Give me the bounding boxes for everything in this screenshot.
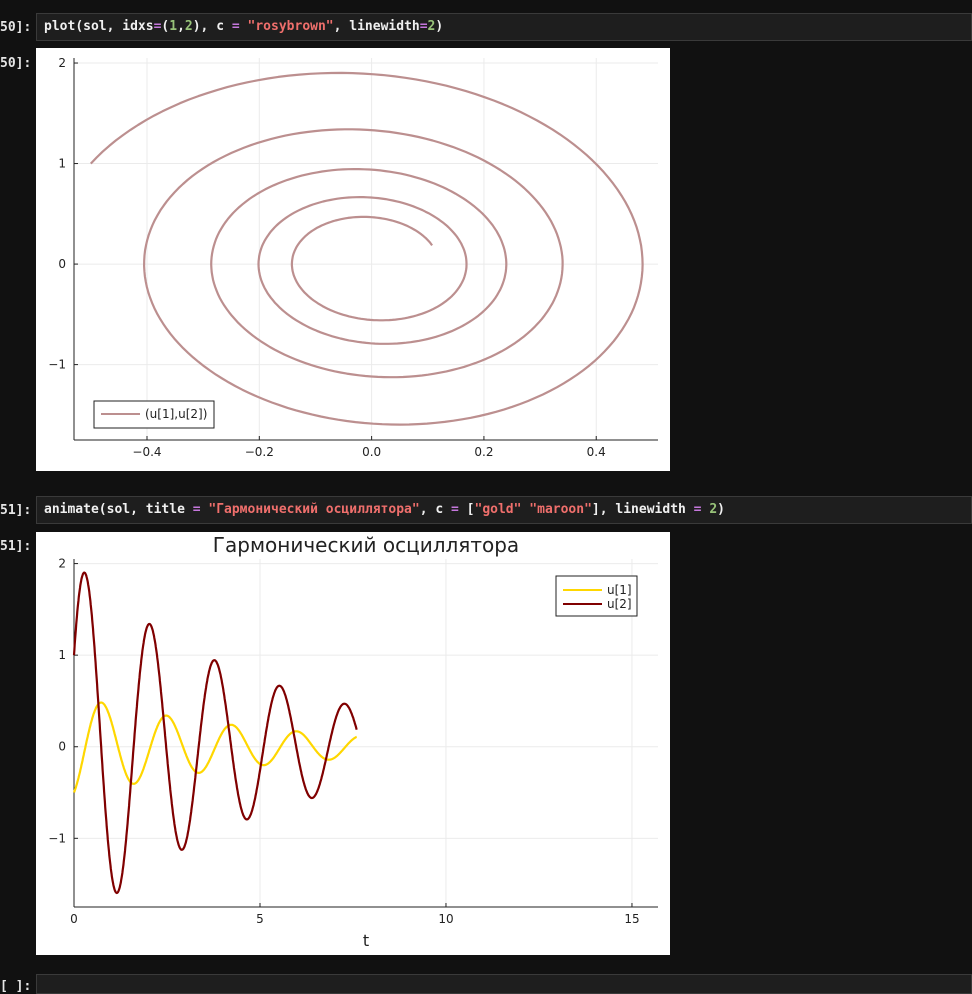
code-operator: =: [693, 502, 702, 517]
code-operator: =: [451, 502, 459, 517]
phase-plot-svg: −0.4 −0.2 0.0 0.2 0.4 −1 0 1 2 (u[1],u[2]): [48, 56, 658, 459]
x-tick-label: 0: [70, 912, 78, 926]
code-number: 2: [709, 502, 718, 517]
legend: (u[1],u[2]): [93, 400, 215, 429]
code-line-2: animate(sol, title = "Гармонический осци…: [44, 502, 725, 517]
code-token: ), c: [192, 19, 232, 34]
y-tick-label: 0: [58, 740, 66, 754]
x-tick-label: 5: [256, 912, 264, 926]
series-u2-line: [72, 571, 358, 895]
code-operator: =: [419, 19, 428, 34]
code-token: ,: [177, 19, 185, 34]
code-token: (: [161, 19, 170, 34]
x-tick-label: −0.2: [245, 445, 274, 459]
input-prompt-1: 50]:: [0, 20, 32, 35]
x-tick-label: −0.4: [132, 445, 161, 459]
code-token: (sol, idxs: [75, 19, 154, 34]
legend-label: (u[1],u[2]): [145, 407, 207, 421]
x-tick-label: 0.0: [362, 445, 381, 459]
output-prompt-2: 51]:: [0, 539, 32, 554]
x-tick-label: 0.2: [474, 445, 493, 459]
code-token: animate: [44, 502, 99, 517]
code-cell-3[interactable]: [36, 974, 972, 994]
code-operator: =: [231, 19, 240, 34]
code-token: , c: [419, 502, 452, 517]
code-string: "gold": [474, 502, 522, 517]
code-token: plot: [44, 19, 76, 34]
legend-label: u[1]: [607, 583, 632, 597]
code-token: ], linewidth: [591, 502, 694, 517]
output-prompt-1: 50]:: [0, 56, 32, 71]
y-tick-label: −1: [48, 358, 66, 372]
series-u1-line: [72, 701, 358, 793]
code-token: [240, 19, 248, 34]
code-number: 2: [427, 19, 436, 34]
y-tick-label: 1: [58, 157, 66, 171]
code-line-1: plot(sol, idxs=(1,2), c = "rosybrown", l…: [44, 19, 443, 34]
code-token: , linewidth: [333, 19, 420, 34]
input-prompt-2: 51]:: [0, 503, 32, 518]
x-tick-label: 0.4: [587, 445, 606, 459]
oscillator-plot-output: 0 5 10 15 −1 0 1 2 Гармонический осциллятора t u[1…: [36, 532, 670, 955]
code-string: "maroon": [529, 502, 592, 517]
code-operator: =: [153, 19, 162, 34]
y-tick-label: 2: [58, 56, 66, 70]
code-string: "Гармонический осциллятора": [208, 502, 420, 517]
legend-label: u[2]: [607, 597, 632, 611]
code-cell-2[interactable]: animate(sol, title = "Гармонический осци…: [36, 496, 972, 524]
x-axis-label: t: [363, 931, 369, 950]
y-tick-label: −1: [48, 831, 66, 845]
code-token: ): [435, 19, 444, 34]
phase-plot-output: −0.4 −0.2 0.0 0.2 0.4 −1 0 1 2 (u[1],u[2]): [36, 48, 670, 471]
y-tick-label: 1: [58, 648, 66, 662]
code-cell-1[interactable]: plot(sol, idxs=(1,2), c = "rosybrown", l…: [36, 13, 972, 41]
input-prompt-3: [ ]:: [0, 979, 32, 994]
legend: u[1]u[2]: [555, 575, 638, 617]
y-tick-label: 0: [58, 257, 66, 271]
code-operator: =: [192, 502, 201, 517]
code-token: ): [717, 502, 725, 517]
oscillator-plot-svg: 0 5 10 15 −1 0 1 2 Гармонический осциллятора t u[1…: [48, 533, 658, 950]
code-number: 2: [184, 19, 193, 34]
chart-title: Гармонический осциллятора: [213, 533, 519, 557]
phase-series-line: [90, 71, 644, 426]
code-token: (sol, title: [98, 502, 193, 517]
code-number: 1: [169, 19, 178, 34]
legend-box: [555, 575, 638, 617]
x-tick-label: 15: [624, 912, 639, 926]
code-string: "rosybrown": [247, 19, 334, 34]
code-token: [: [458, 502, 475, 517]
x-tick-label: 10: [438, 912, 453, 926]
y-tick-label: 2: [58, 557, 66, 571]
